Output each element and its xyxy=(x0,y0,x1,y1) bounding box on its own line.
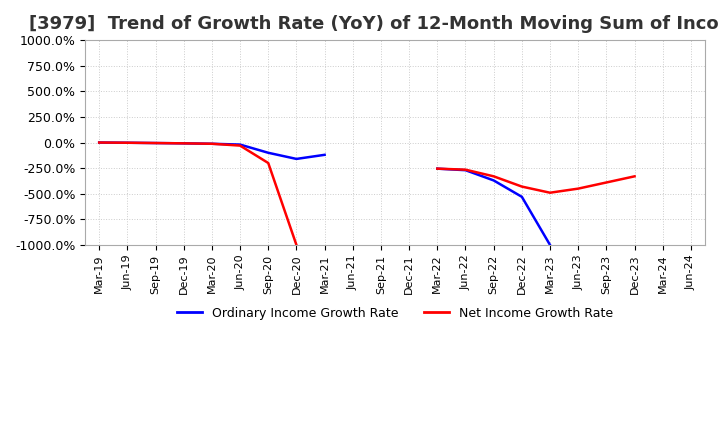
Ordinary Income Growth Rate xyxy=(207,141,216,147)
Net Income Growth Rate xyxy=(235,143,244,148)
Ordinary Income Growth Rate xyxy=(320,152,329,158)
Net Income Growth Rate xyxy=(207,141,216,147)
Net Income Growth Rate xyxy=(292,242,301,248)
Net Income Growth Rate xyxy=(123,140,132,145)
Line: Ordinary Income Growth Rate: Ordinary Income Growth Rate xyxy=(99,143,325,159)
Ordinary Income Growth Rate xyxy=(235,142,244,147)
Ordinary Income Growth Rate xyxy=(292,156,301,161)
Ordinary Income Growth Rate xyxy=(179,141,188,146)
Net Income Growth Rate xyxy=(264,160,273,165)
Net Income Growth Rate xyxy=(151,140,160,146)
Net Income Growth Rate xyxy=(95,140,104,145)
Ordinary Income Growth Rate xyxy=(264,150,273,155)
Net Income Growth Rate xyxy=(179,141,188,146)
Ordinary Income Growth Rate xyxy=(95,140,104,145)
Title: [3979]  Trend of Growth Rate (YoY) of 12-Month Moving Sum of Incomes: [3979] Trend of Growth Rate (YoY) of 12-… xyxy=(30,15,720,33)
Ordinary Income Growth Rate xyxy=(151,140,160,146)
Line: Net Income Growth Rate: Net Income Growth Rate xyxy=(99,143,297,245)
Ordinary Income Growth Rate xyxy=(123,140,132,145)
Legend: Ordinary Income Growth Rate, Net Income Growth Rate: Ordinary Income Growth Rate, Net Income … xyxy=(172,302,618,325)
